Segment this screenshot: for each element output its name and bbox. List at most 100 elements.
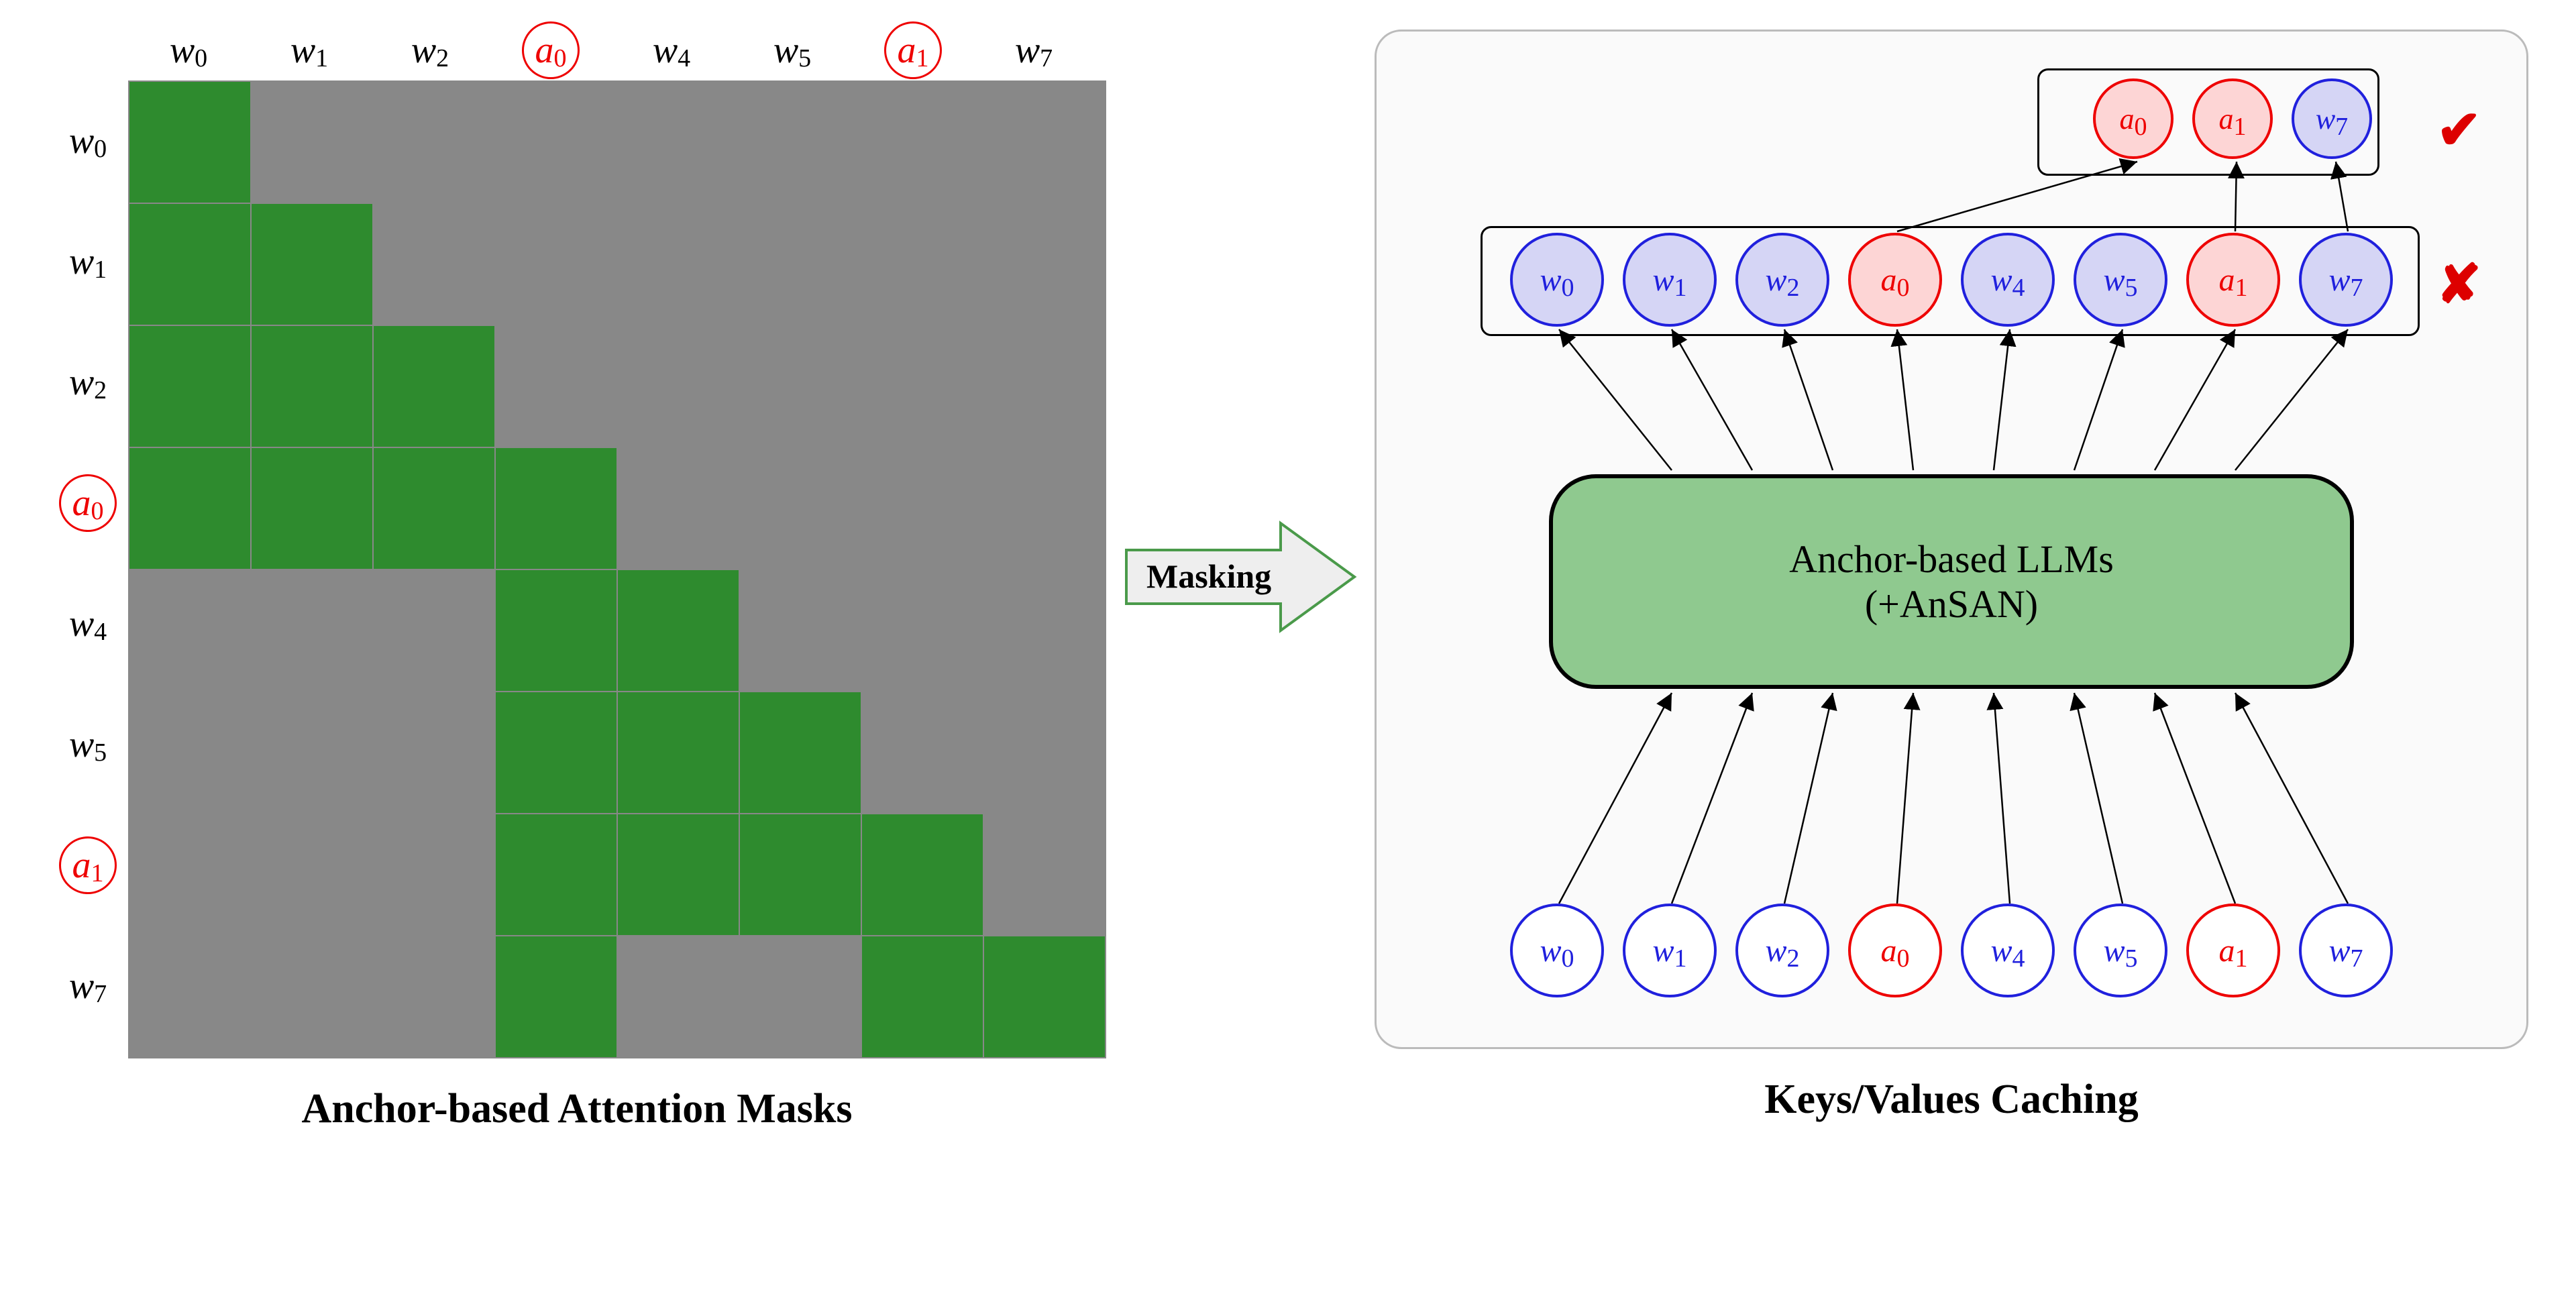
token-w7: w7 (2299, 233, 2393, 327)
token-w5: w5 (2074, 233, 2167, 327)
mask-cell-7-7 (984, 936, 1105, 1057)
row-header-w1: w1 (48, 201, 128, 322)
mask-cell-5-2 (374, 692, 494, 813)
mask-cell-2-7 (984, 326, 1105, 447)
masking-arrow: Masking (1120, 516, 1361, 637)
token-a1: a1 (2186, 904, 2280, 997)
mask-cell-0-5 (740, 82, 861, 203)
token-a0: a0 (2093, 78, 2174, 159)
ansan-box: Anchor-based LLMs (+AnSAN) (1549, 474, 2354, 689)
input-bottom-row: w0w1w2a0w4w5a1w7 (1510, 904, 2393, 997)
mask-cell-4-1 (252, 570, 372, 691)
mask-cell-6-0 (129, 814, 250, 935)
mask-cell-2-4 (618, 326, 739, 447)
attention-mask-panel: S0 S1 w0w1w2a0w4w5a1w7 w0w1w2a0w4w5a1w7 … (48, 20, 1106, 1133)
token-w7: w7 (2299, 904, 2393, 997)
token-w2: w2 (1735, 904, 1829, 997)
mask-cell-6-6 (862, 814, 983, 935)
mask-cell-4-6 (862, 570, 983, 691)
mask-cell-0-4 (618, 82, 739, 203)
mask-cell-7-2 (374, 936, 494, 1057)
kv-caching-panel: a0a1w7 w0w1w2a0w4w5a1w7 Anchor-based LLM… (1375, 30, 2528, 1124)
mask-cell-1-3 (496, 204, 616, 325)
mask-cell-1-4 (618, 204, 739, 325)
mask-cell-0-2 (374, 82, 494, 203)
mask-cell-1-7 (984, 204, 1105, 325)
mask-cell-2-0 (129, 326, 250, 447)
left-caption: Anchor-based Attention Masks (48, 1085, 1106, 1133)
mask-cell-4-3 (496, 570, 616, 691)
mask-cell-5-0 (129, 692, 250, 813)
mask-cell-5-3 (496, 692, 616, 813)
mask-grid-body (128, 80, 1106, 1058)
mask-cell-1-6 (862, 204, 983, 325)
mask-cell-6-1 (252, 814, 372, 935)
mask-cell-0-0 (129, 82, 250, 203)
mask-cell-3-2 (374, 448, 494, 569)
token-w4: w4 (1961, 904, 2055, 997)
mask-cell-3-3 (496, 448, 616, 569)
token-w7: w7 (2292, 78, 2372, 159)
attention-mask-grid: w0w1w2a0w4w5a1w7 (48, 80, 1106, 1058)
ansan-line2: (+AnSAN) (1865, 582, 2038, 626)
token-a1: a1 (2186, 233, 2280, 327)
token-w2: w2 (1735, 233, 1829, 327)
token-w0: w0 (1510, 904, 1604, 997)
ansan-line1: Anchor-based LLMs (1789, 537, 2114, 582)
col-header-a0: a0 (490, 20, 611, 80)
mask-cell-3-5 (740, 448, 861, 569)
cached-mid-row: w0w1w2a0w4w5a1w7 (1510, 233, 2393, 327)
row-header-w2: w2 (48, 322, 128, 443)
mask-cell-6-7 (984, 814, 1105, 935)
token-a0: a0 (1848, 904, 1942, 997)
mask-cell-0-7 (984, 82, 1105, 203)
col-header-w4: w4 (611, 20, 732, 80)
mask-cell-0-1 (252, 82, 372, 203)
mask-cell-1-1 (252, 204, 372, 325)
masking-label: Masking (1146, 557, 1271, 596)
mask-cell-3-4 (618, 448, 739, 569)
mask-cell-6-3 (496, 814, 616, 935)
mask-cell-2-3 (496, 326, 616, 447)
mask-cell-4-4 (618, 570, 739, 691)
mask-cell-3-1 (252, 448, 372, 569)
col-header-w2: w2 (370, 20, 490, 80)
mask-cell-3-7 (984, 448, 1105, 569)
mask-cell-5-5 (740, 692, 861, 813)
mask-cell-7-3 (496, 936, 616, 1057)
mask-cell-4-5 (740, 570, 861, 691)
mask-cell-0-6 (862, 82, 983, 203)
token-w4: w4 (1961, 233, 2055, 327)
mask-cell-5-6 (862, 692, 983, 813)
row-header-w0: w0 (48, 80, 128, 201)
mask-cell-2-2 (374, 326, 494, 447)
mask-cell-7-4 (618, 936, 739, 1057)
mask-cell-3-0 (129, 448, 250, 569)
cached-top-row: a0a1w7 (2093, 78, 2372, 159)
row-header-w4: w4 (48, 563, 128, 684)
mask-cell-6-2 (374, 814, 494, 935)
row-header-w5: w5 (48, 684, 128, 805)
token-w1: w1 (1623, 904, 1717, 997)
mask-cell-3-6 (862, 448, 983, 569)
col-header-w7: w7 (973, 20, 1094, 80)
mask-cell-0-3 (496, 82, 616, 203)
token-w0: w0 (1510, 233, 1604, 327)
mask-cell-5-1 (252, 692, 372, 813)
mask-cell-2-5 (740, 326, 861, 447)
mask-cell-4-7 (984, 570, 1105, 691)
col-header-w5: w5 (732, 20, 853, 80)
mask-cell-5-7 (984, 692, 1105, 813)
mask-cell-4-2 (374, 570, 494, 691)
col-header-w1: w1 (249, 20, 370, 80)
mask-cell-7-6 (862, 936, 983, 1057)
mask-cell-1-2 (374, 204, 494, 325)
mask-cell-4-0 (129, 570, 250, 691)
mask-cell-7-1 (252, 936, 372, 1057)
mask-cell-2-1 (252, 326, 372, 447)
column-headers: w0w1w2a0w4w5a1w7 (128, 20, 1106, 80)
row-headers: w0w1w2a0w4w5a1w7 (48, 80, 128, 1058)
check-icon: ✔ (2436, 99, 2481, 162)
row-header-w7: w7 (48, 926, 128, 1046)
mask-cell-2-6 (862, 326, 983, 447)
